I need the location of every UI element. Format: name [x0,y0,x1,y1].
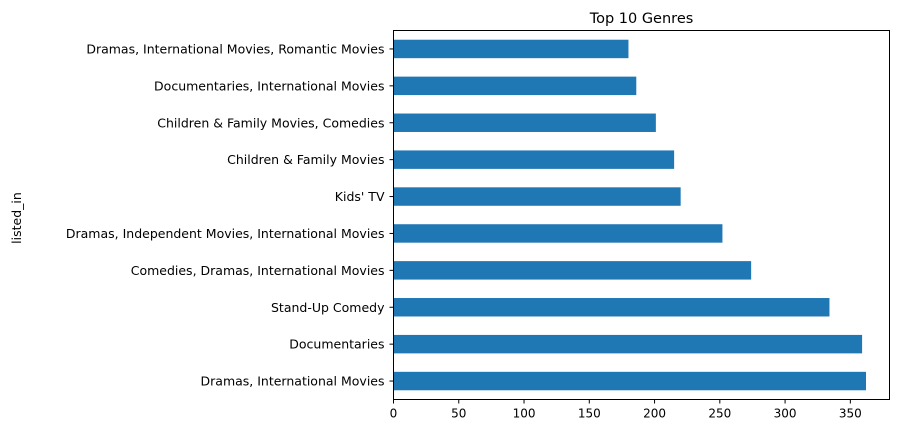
bar [393,334,863,354]
y-tick-label: Documentaries, International Movies [154,78,384,93]
bar [393,187,681,206]
plot-frame [393,30,890,400]
bar [393,113,656,132]
x-tick-label: 100 [513,407,536,421]
y-tick-label: Dramas, Independent Movies, Internationa… [66,226,385,241]
bar [393,224,723,243]
bars-group [393,39,867,391]
y-tick-label: Comedies, Dramas, International Movies [131,263,385,278]
x-tick-label: 0 [390,407,398,421]
x-tick-label: 250 [708,407,731,421]
x-tick-label: 350 [839,407,862,421]
x-tick-label: 150 [578,407,601,421]
y-axis: Dramas, International Movies Documentarie… [66,41,394,389]
y-tick-label: Dramas, International Movies [201,374,385,389]
y-tick-label: Dramas, International Movies, Romantic M… [86,41,384,56]
x-axis: 0 50 100 150 200 250 300 350 [390,399,862,421]
x-tick-label: 200 [643,407,666,421]
bar [393,371,867,391]
y-tick-label: Stand-Up Comedy [271,300,385,315]
y-tick-label: Children & Family Movies [227,152,384,167]
chart-title: Top 10 Genres [589,11,694,27]
y-tick-label: Documentaries [289,337,384,352]
bar [393,39,629,59]
bar [393,298,830,317]
y-tick-label: Children & Family Movies, Comedies [157,115,384,130]
bar [393,261,752,280]
y-axis-label: listed_in [9,192,24,244]
x-tick-label: 50 [451,407,466,421]
y-tick-label: Kids' TV [335,189,385,204]
bar [393,150,675,169]
x-tick-label: 300 [774,407,797,421]
bar [393,76,637,96]
